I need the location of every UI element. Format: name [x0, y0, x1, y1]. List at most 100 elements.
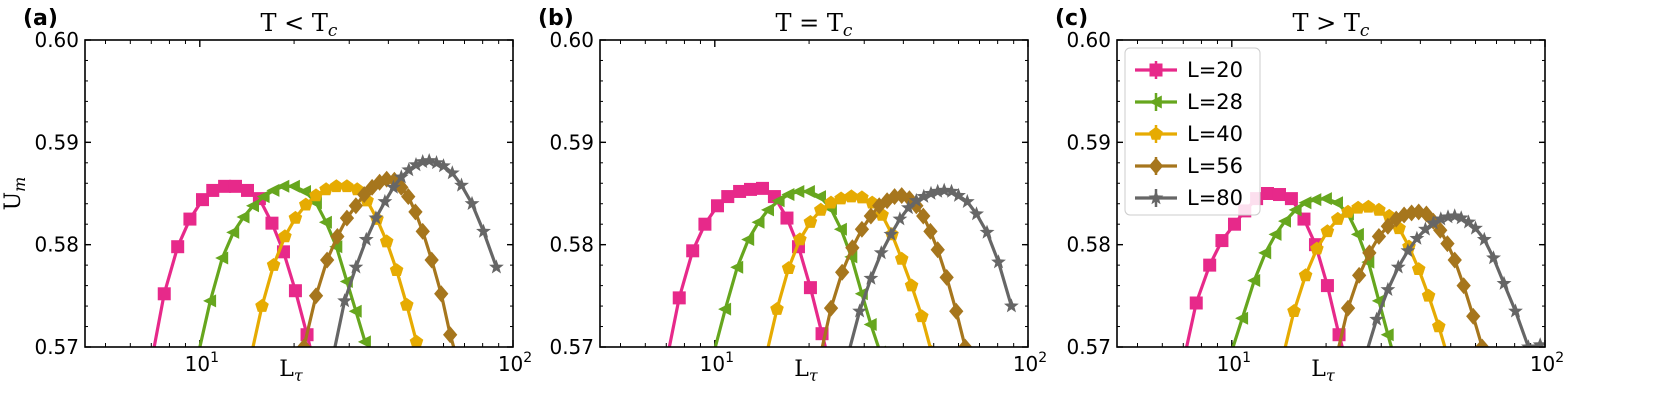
- legend-item: L=40: [1135, 122, 1243, 146]
- data-point: [1247, 274, 1261, 287]
- data-point: [733, 184, 747, 198]
- data-point: [944, 183, 959, 198]
- data-point: [454, 177, 469, 192]
- data-point: [1433, 221, 1448, 239]
- x-axis-label-main: L: [1311, 357, 1326, 382]
- data-point: [834, 191, 848, 205]
- data-point: [793, 232, 807, 246]
- x-tick-label: 101: [1217, 350, 1251, 376]
- data-point: [434, 285, 449, 303]
- data-point: [1425, 215, 1441, 230]
- legend-box: [1124, 47, 1261, 216]
- panel-title-sub: c: [328, 21, 338, 41]
- data-point: [1341, 204, 1355, 218]
- data-point: [827, 374, 840, 387]
- data-point: [939, 269, 954, 286]
- data-point: [1461, 214, 1476, 229]
- data-point: [844, 189, 859, 203]
- data-point: [393, 169, 409, 184]
- x-tick-base: 10: [498, 352, 523, 376]
- legend-marker: [1149, 126, 1163, 140]
- data-point: [203, 294, 217, 308]
- data-point: [348, 304, 362, 318]
- x-axis-label-sub: τ: [809, 366, 819, 385]
- data-point: [1298, 268, 1313, 282]
- x-tick-exp: 1: [1242, 350, 1251, 366]
- data-point: [770, 302, 784, 315]
- x-tick-base: 10: [700, 352, 725, 376]
- data-point: [183, 212, 197, 226]
- x-tick-exp: 2: [1038, 350, 1047, 366]
- data-point: [1215, 234, 1229, 248]
- data-point: [672, 291, 686, 305]
- data-point: [1409, 230, 1425, 245]
- data-point: [1380, 328, 1394, 342]
- data-point: [1440, 209, 1456, 224]
- x-tick-base: 10: [1013, 352, 1038, 376]
- data-point: [319, 182, 333, 196]
- data-point: [348, 259, 364, 274]
- panel-title-main: T = T: [776, 9, 843, 37]
- data-point: [400, 297, 414, 311]
- data-point: [365, 178, 380, 196]
- data-point: [755, 181, 769, 195]
- data-point: [298, 185, 311, 198]
- data-point: [379, 234, 394, 248]
- data-point: [1433, 211, 1449, 226]
- data-point: [916, 207, 931, 225]
- data-point: [1532, 337, 1545, 347]
- data-point: [1235, 311, 1249, 325]
- data-point: [741, 233, 755, 246]
- data-point: [1380, 217, 1395, 235]
- data-point: [195, 193, 209, 207]
- data-point: [894, 251, 909, 265]
- y-axis-label-main: U: [1, 192, 26, 211]
- data-point: [780, 211, 794, 225]
- data-point: [743, 182, 757, 196]
- data-point: [958, 338, 973, 347]
- data-point: [1350, 227, 1364, 241]
- data-point: [240, 183, 254, 197]
- data-point: [288, 210, 303, 224]
- legend-label: L=20: [1187, 58, 1243, 82]
- data-point: [386, 179, 401, 194]
- data-point: [1447, 208, 1463, 223]
- data-point: [206, 183, 220, 197]
- data-point: [246, 199, 259, 213]
- data-point: [464, 195, 480, 210]
- data-point: [266, 258, 281, 271]
- data-point: [718, 302, 732, 316]
- data-point: [1268, 227, 1282, 241]
- y-tick-label: 0.58: [549, 233, 594, 257]
- data-point: [329, 179, 344, 193]
- legend-label: L=56: [1187, 154, 1243, 178]
- data-point: [357, 335, 371, 347]
- legend-item: L=20: [1135, 58, 1243, 82]
- data-point: [1456, 277, 1471, 295]
- x-tick-label: 102: [1013, 350, 1047, 376]
- data-point: [872, 197, 887, 215]
- x-tick-base: 10: [1217, 352, 1242, 376]
- legend-label: L=28: [1187, 90, 1243, 114]
- panel-label: (a): [23, 6, 58, 31]
- series-line-L=28: [198, 184, 367, 347]
- data-point: [1284, 192, 1298, 206]
- data-point: [489, 259, 504, 274]
- data-point: [368, 210, 384, 225]
- data-point: [1330, 196, 1343, 210]
- y-tick-label: 0.58: [1066, 233, 1111, 257]
- data-point: [803, 215, 818, 228]
- data-point: [854, 220, 870, 238]
- data-point: [1421, 288, 1436, 302]
- data-point: [1372, 202, 1386, 216]
- data-point: [930, 183, 946, 198]
- x-axis-label-sub: τ: [1326, 366, 1336, 385]
- data-point: [936, 182, 952, 197]
- data-point: [969, 206, 984, 221]
- data-point: [401, 162, 417, 177]
- data-point: [967, 364, 981, 381]
- data-point: [873, 245, 889, 260]
